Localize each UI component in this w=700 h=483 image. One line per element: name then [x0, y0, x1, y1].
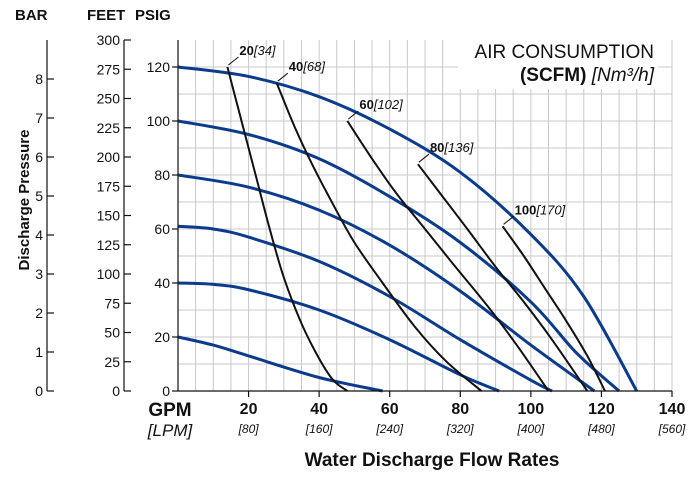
air-label-scfm: 20	[239, 43, 253, 58]
x-unit-lpm: [LPM]	[147, 421, 194, 440]
air-label-60: 60[102]	[359, 97, 403, 112]
x-tick-label-lpm: [480]	[587, 422, 615, 436]
x-tick-label-gpm: 20	[240, 401, 258, 418]
air-label-leader	[348, 110, 359, 120]
x-tick-label-lpm: [400]	[517, 422, 545, 436]
axis-ticks: 0204060801001200255075100125150175200225…	[35, 32, 686, 436]
x-tick-label-gpm: 140	[659, 401, 686, 418]
air-label-leader	[277, 72, 289, 82]
feet-tick-label: 175	[97, 178, 121, 194]
x-tick-label-gpm: 120	[588, 401, 615, 418]
psig-tick-label: 120	[147, 59, 171, 75]
psig-tick-label: 80	[154, 167, 170, 183]
bar-tick-label: 6	[35, 149, 43, 165]
feet-tick-label: 25	[104, 354, 120, 370]
air-label-80: 80[136]	[430, 140, 474, 155]
air-label-leader	[228, 56, 239, 66]
y-axis-title: Discharge Pressure	[16, 130, 33, 271]
feet-tick-label: 0	[112, 383, 120, 399]
psig-tick-label: 100	[147, 113, 171, 129]
chart-title-units: (SCFM) [Nm³/h]	[520, 65, 655, 86]
title-unit-scfm: (SCFM)	[520, 65, 586, 86]
air-label-nm3h: [34]	[253, 43, 276, 58]
feet-tick-label: 250	[97, 91, 121, 107]
air-label-scfm: 40	[289, 59, 303, 74]
pressure-curve-2	[177, 173, 596, 393]
feet-tick-label: 50	[104, 325, 120, 341]
pressure-curve-3	[177, 224, 553, 393]
air-consumption-curves: 20[34] 40[68] 60[102] 80[136] 100[170]	[226, 43, 606, 392]
bar-tick-label: 8	[35, 71, 43, 87]
bar-tick-label: 2	[35, 305, 43, 321]
chart-title: AIR CONSUMPTION	[475, 42, 654, 63]
title-unit-nm3h: [Nm³/h]	[591, 65, 655, 86]
air-label-nm3h: [68]	[302, 59, 325, 74]
air-label-scfm: 80	[430, 140, 444, 155]
bar-tick-label: 3	[35, 266, 43, 282]
feet-tick-label: 125	[97, 237, 121, 253]
psig-header: PSIG	[135, 7, 171, 24]
bar-tick-label: 1	[35, 344, 43, 360]
air-curve-100	[501, 225, 606, 392]
air-label-100: 100[170]	[515, 202, 566, 217]
x-tick-label-gpm: 100	[518, 401, 545, 418]
x-tick-label-lpm: [160]	[305, 422, 333, 436]
air-label-nm3h: [102]	[373, 97, 403, 112]
pressure-curve-1	[177, 119, 621, 393]
feet-tick-label: 200	[97, 149, 121, 165]
x-tick-label-gpm: 60	[381, 401, 399, 418]
air-label-20: 20[34]	[239, 43, 276, 58]
feet-tick-label: 275	[97, 61, 121, 77]
bar-header: BAR	[15, 7, 48, 24]
air-label-leader	[503, 215, 514, 225]
x-tick-label-gpm: 40	[310, 401, 328, 418]
psig-tick-label: 20	[154, 329, 170, 345]
bar-tick-label: 4	[35, 227, 43, 243]
x-tick-label-lpm: [320]	[446, 422, 474, 436]
feet-tick-label: 300	[97, 32, 121, 48]
air-label-scfm: 100	[515, 202, 537, 217]
psig-tick-label: 0	[162, 383, 170, 399]
psig-tick-label: 60	[154, 221, 170, 237]
x-tick-label-lpm: [80]	[238, 422, 260, 436]
pressure-curve-5	[177, 335, 383, 393]
air-curve-40	[275, 82, 483, 392]
feet-tick-label: 150	[97, 208, 121, 224]
air-label-leader	[418, 153, 430, 163]
air-label-40: 40[68]	[289, 59, 326, 74]
bar-tick-label: 0	[35, 383, 43, 399]
feet-header: FEET	[87, 7, 125, 24]
title-box	[458, 39, 658, 89]
x-unit-gpm: GPM	[148, 400, 191, 421]
air-label-nm3h: [170]	[535, 202, 565, 217]
x-tick-label-lpm: [240]	[375, 422, 403, 436]
air-curve-80	[417, 163, 589, 392]
air-curve-60	[346, 120, 550, 392]
psig-tick-label: 40	[154, 275, 170, 291]
x-tick-label-lpm: [560]	[658, 422, 686, 436]
feet-tick-label: 75	[104, 295, 120, 311]
x-tick-label-gpm: 80	[451, 401, 469, 418]
feet-tick-label: 225	[97, 120, 121, 136]
x-axis-title: Water Discharge Flow Rates	[305, 450, 560, 471]
bar-tick-label: 7	[35, 110, 43, 126]
air-label-scfm: 60	[359, 97, 373, 112]
feet-tick-label: 100	[97, 266, 121, 282]
bar-tick-label: 5	[35, 188, 43, 204]
pressure-curve-0	[177, 65, 639, 392]
air-curve-20	[226, 66, 348, 392]
air-label-nm3h: [136]	[443, 140, 473, 155]
